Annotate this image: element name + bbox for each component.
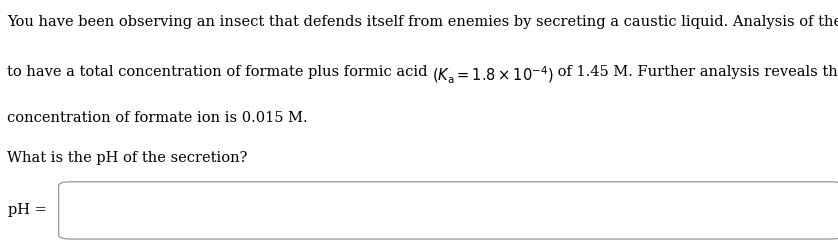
Text: $(K_{\mathrm{a}} = 1.8 \times 10^{-4})$: $(K_{\mathrm{a}} = 1.8 \times 10^{-4})$	[432, 65, 553, 86]
Text: You have been observing an insect that defends itself from enemies by secreting : You have been observing an insect that d…	[7, 15, 838, 29]
Text: of 1.45 M. Further analysis reveals that the: of 1.45 M. Further analysis reveals that…	[553, 65, 838, 79]
Text: to have a total concentration of formate plus formic acid: to have a total concentration of formate…	[7, 65, 432, 79]
Text: What is the pH of the secretion?: What is the pH of the secretion?	[7, 151, 247, 165]
Text: pH =: pH =	[8, 203, 47, 217]
Text: concentration of formate ion is 0.015 M.: concentration of formate ion is 0.015 M.	[7, 111, 308, 125]
FancyBboxPatch shape	[59, 182, 838, 239]
